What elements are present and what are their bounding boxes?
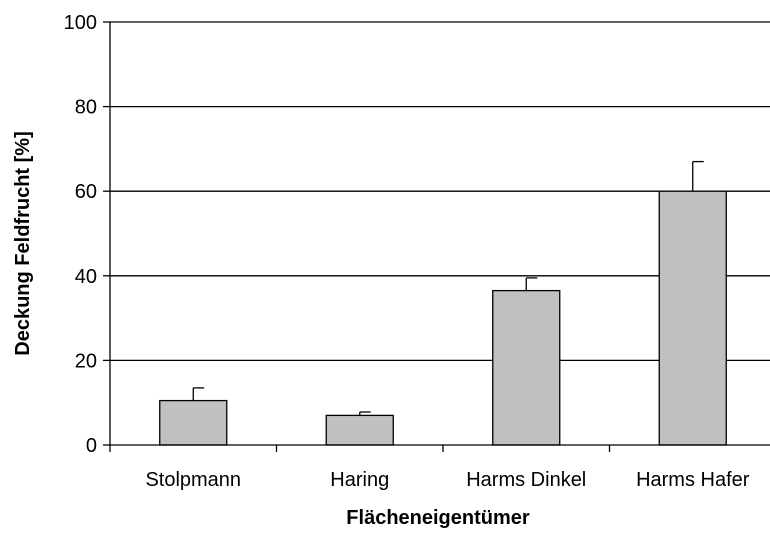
- bar-harms-hafer: [658, 190, 727, 446]
- bars: [159, 190, 727, 446]
- x-tick-label: Harms Dinkel: [466, 469, 586, 491]
- y-tick-label: 60: [75, 181, 97, 203]
- y-tick-label: 0: [86, 435, 97, 457]
- x-tick-label: Harms Hafer: [636, 469, 750, 491]
- y-tick-label: 100: [64, 12, 97, 34]
- x-axis-title: Flächeneigentümer: [346, 507, 530, 529]
- tick-labels: 0 20 40 60 80 100 Stolpmann Haring Harms Dinkel H…: [64, 12, 750, 491]
- y-tick-label: 40: [75, 266, 97, 288]
- bar-harms-dinkel: [492, 289, 561, 446]
- x-tick-label: Stolpmann: [145, 469, 241, 491]
- bar-stolpmann: [159, 399, 228, 446]
- axes: [103, 21, 770, 452]
- x-tick-label: Haring: [330, 469, 389, 491]
- bar-haring: [325, 414, 394, 446]
- y-axis-title: Deckung Feldfrucht [%]: [12, 131, 34, 355]
- error-bars: [192, 160, 704, 416]
- y-tick-label: 20: [75, 350, 97, 372]
- y-tick-label: 80: [75, 97, 97, 119]
